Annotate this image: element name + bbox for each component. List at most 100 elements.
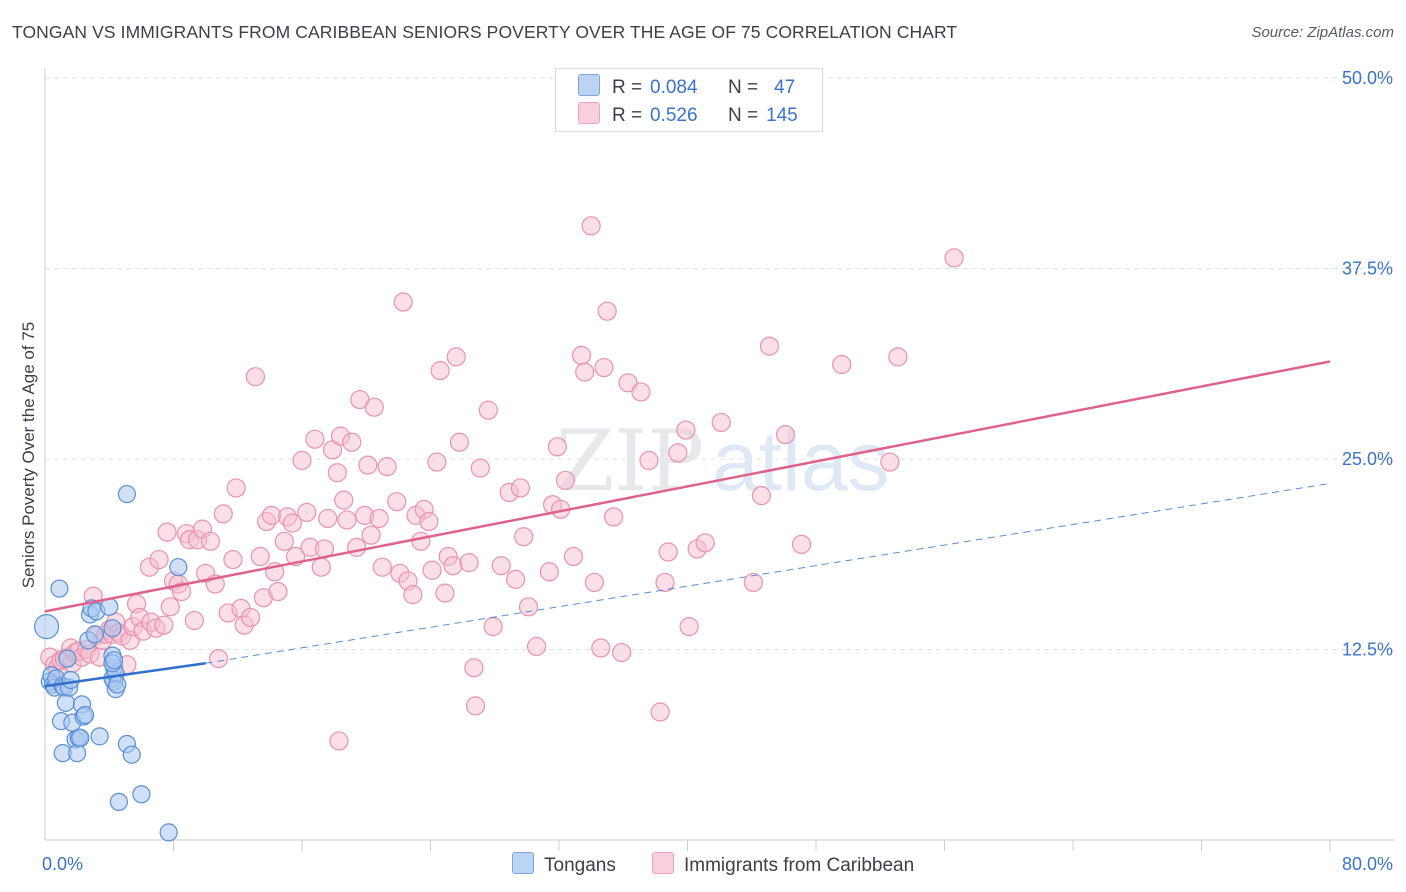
y-tick-label: 37.5%: [1342, 259, 1393, 279]
data-point-caribbean: [358, 455, 378, 475]
data-point-caribbean: [268, 581, 288, 602]
legend-row-tongans: R = 0.084 N = 47: [578, 74, 795, 100]
stats-legend: R = 0.084 N = 47 R = 0.526 N = 145: [555, 68, 823, 132]
data-point-caribbean: [430, 361, 450, 381]
data-point-caribbean: [160, 597, 180, 617]
trend-line-tongans-dashed: [205, 482, 1331, 664]
series-tongans: [34, 484, 188, 842]
legend-n-label: N =: [728, 77, 759, 98]
data-point-caribbean: [631, 382, 651, 402]
data-point-caribbean: [478, 400, 498, 420]
data-point-caribbean: [888, 347, 908, 367]
data-point-caribbean: [305, 429, 325, 449]
data-point-caribbean: [465, 696, 486, 716]
data-point-caribbean: [369, 508, 389, 529]
data-point-caribbean: [676, 420, 696, 440]
legend-n-label: N =: [728, 105, 759, 126]
data-point-tongans: [71, 728, 90, 747]
data-point-tongans: [56, 693, 75, 712]
data-point-caribbean: [547, 437, 567, 457]
data-point-caribbean: [411, 531, 431, 551]
data-point-caribbean: [695, 533, 715, 553]
legend-item-caribbean: Immigrants from Caribbean: [652, 852, 914, 877]
legend-n-value: 47: [774, 77, 796, 98]
data-point-caribbean: [743, 572, 763, 593]
y-tick-label: 12.5%: [1342, 640, 1393, 660]
data-point-caribbean: [591, 638, 611, 658]
data-point-caribbean: [679, 617, 699, 637]
data-point-caribbean: [261, 505, 282, 525]
y-tick-label: 25.0%: [1342, 449, 1393, 469]
data-point-caribbean: [372, 557, 392, 577]
data-point-caribbean: [506, 569, 526, 589]
data-point-tongans: [117, 484, 137, 504]
data-point-caribbean: [337, 510, 357, 530]
data-point-caribbean: [241, 607, 261, 628]
data-point-caribbean: [377, 457, 397, 477]
data-point-tongans: [58, 649, 77, 668]
data-point-caribbean: [775, 425, 796, 445]
data-point-caribbean: [427, 452, 447, 472]
data-point-caribbean: [491, 556, 511, 576]
data-point-caribbean: [318, 508, 338, 529]
data-point-caribbean: [459, 553, 479, 573]
trend-line-tongans: [44, 661, 206, 688]
data-point-tongans: [76, 705, 95, 725]
data-point-caribbean: [184, 610, 204, 631]
data-point-caribbean: [245, 367, 266, 387]
data-point-caribbean: [361, 525, 381, 545]
data-point-caribbean: [944, 248, 964, 268]
data-point-caribbean: [518, 597, 539, 617]
data-point-caribbean: [297, 502, 317, 522]
data-point-caribbean: [157, 522, 177, 542]
data-point-tongans: [122, 745, 141, 764]
data-point-caribbean: [334, 490, 354, 510]
data-point-caribbean: [791, 534, 812, 554]
legend-item-tongans: Tongans: [512, 852, 616, 877]
data-point-caribbean: [226, 478, 246, 498]
data-point-caribbean: [555, 470, 576, 490]
data-point-caribbean: [446, 347, 466, 367]
data-point-caribbean: [154, 615, 174, 635]
legend-label-tongans: Tongans: [544, 855, 616, 876]
grid-lines: [45, 77, 1395, 650]
data-point-caribbean: [668, 443, 688, 463]
legend-swatch-blue: [578, 74, 600, 96]
chart-title: TONGAN VS IMMIGRANTS FROM CARIBBEAN SENI…: [12, 22, 958, 42]
data-point-caribbean: [435, 583, 455, 603]
data-point-tongans: [103, 619, 122, 638]
data-point-caribbean: [650, 702, 670, 722]
source-attribution: Source: ZipAtlas.com: [1251, 24, 1394, 41]
data-point-caribbean: [311, 557, 331, 577]
legend-r-value: 0.526: [650, 105, 698, 126]
data-point-caribbean: [832, 354, 852, 375]
data-point-tongans: [104, 651, 124, 670]
data-point-caribbean: [510, 478, 531, 498]
data-point-tongans: [159, 823, 178, 842]
legend-r-value: 0.084: [650, 77, 698, 98]
x-tick-label: 0.0%: [42, 854, 83, 874]
data-point-tongans: [34, 614, 60, 640]
data-point-caribbean: [342, 432, 362, 452]
legend-swatch-blue: [512, 852, 534, 874]
data-point-caribbean: [483, 617, 503, 637]
data-point-caribbean: [612, 642, 632, 663]
legend-n-value: 145: [766, 105, 798, 126]
data-point-caribbean: [171, 581, 192, 602]
axes: [44, 68, 1395, 851]
data-point-caribbean: [759, 336, 780, 356]
data-point-tongans: [61, 670, 80, 690]
data-point-caribbean: [470, 458, 490, 478]
data-point-tongans: [85, 625, 104, 644]
data-point-caribbean: [149, 549, 169, 570]
data-point-caribbean: [327, 463, 347, 483]
trend-lines: [44, 360, 1331, 688]
y-tick-label: 50.0%: [1342, 68, 1393, 88]
data-point-caribbean: [403, 585, 423, 605]
data-point-caribbean: [711, 412, 731, 433]
data-point-caribbean: [213, 504, 233, 524]
data-point-caribbean: [655, 572, 675, 593]
data-point-caribbean: [464, 658, 484, 678]
legend-label-caribbean: Immigrants from Caribbean: [684, 855, 915, 876]
data-point-caribbean: [393, 292, 413, 312]
